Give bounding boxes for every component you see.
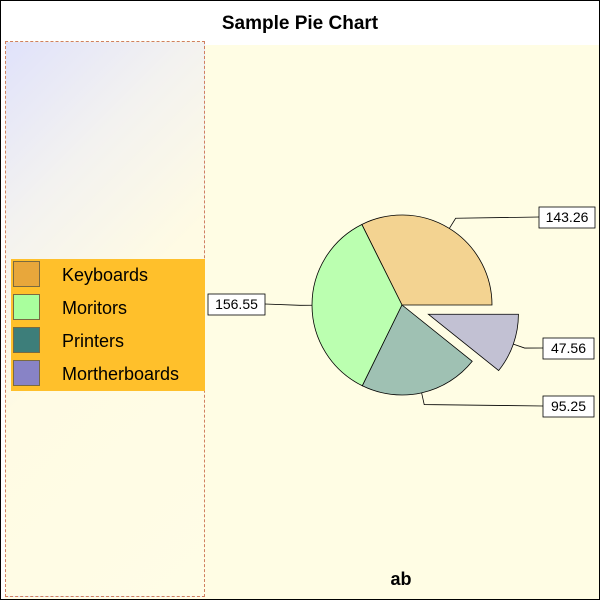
data-label-mortherboards: 47.56 (551, 340, 586, 356)
data-label-box-moritors (207, 293, 266, 316)
chart-title: Sample Pie Chart (221, 13, 379, 34)
data-label-box-mortherboards (542, 337, 595, 360)
legend-label: Mortherboards (62, 364, 180, 384)
data-label-keyboards: 143.26 (546, 209, 589, 225)
legend-label: Moritors (62, 298, 128, 318)
legend: Keyboards Moritors Printers Mortherboard… (11, 259, 205, 391)
data-label-moritors: 156.55 (215, 296, 258, 312)
legend-item-keyboards: Keyboards (11, 259, 205, 292)
legend-label: Printers (62, 331, 125, 351)
leader-line-printers (421, 392, 544, 407)
legend-swatch (13, 327, 40, 353)
pie-slice-printers (361, 304, 473, 396)
pie-slice-keyboards (361, 214, 493, 306)
data-label-box-printers (542, 395, 595, 418)
legend-swatch (13, 360, 40, 386)
legend-label: Keyboards (62, 265, 149, 285)
leader-line-mortherboards (513, 343, 544, 349)
legend-item-moritors: Moritors (11, 292, 205, 325)
data-label-box-keyboards (538, 206, 596, 229)
legend-swatch (13, 294, 40, 320)
data-label-printers: 95.25 (551, 398, 586, 414)
footnote: ab (390, 569, 412, 589)
legend-item-mortherboards: Mortherboards (11, 358, 205, 391)
legend-swatch (13, 261, 40, 287)
leader-line-keyboards (449, 216, 540, 229)
leader-line-moritors (264, 303, 313, 306)
legend-item-printers: Printers (11, 325, 205, 358)
